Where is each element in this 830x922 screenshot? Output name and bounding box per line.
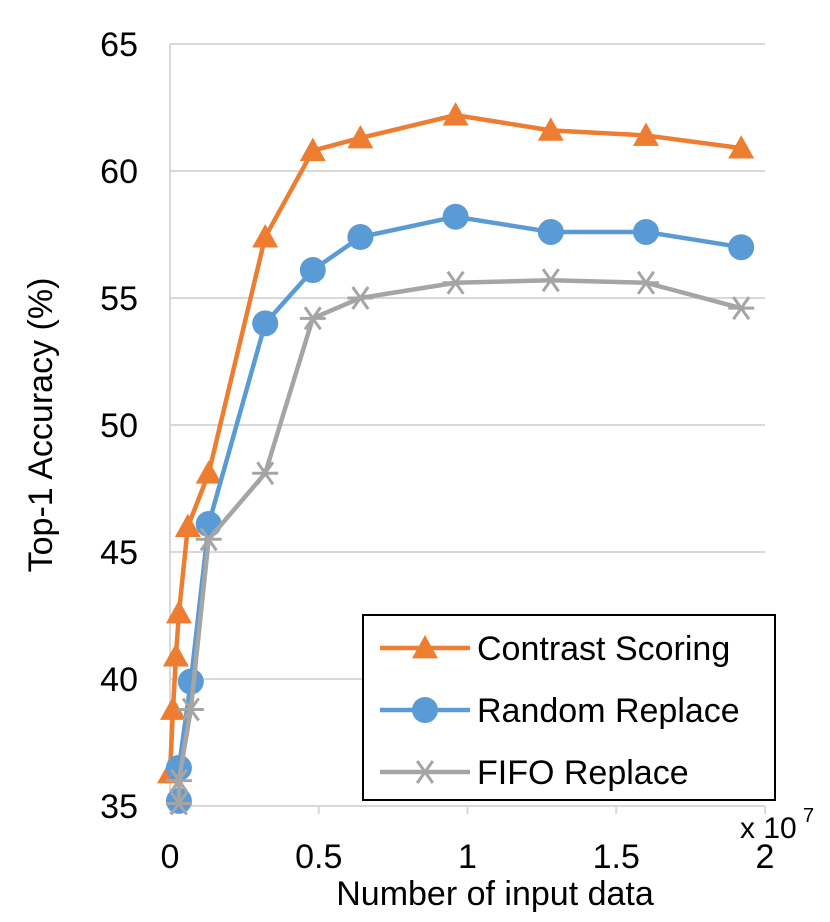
data-point — [442, 203, 469, 230]
data-point — [252, 310, 279, 337]
data-point — [728, 135, 755, 159]
y-axis-title: Top-1 Accuracy (%) — [22, 278, 60, 573]
data-point — [537, 117, 564, 141]
data-point — [162, 643, 189, 667]
data-point — [633, 270, 659, 295]
data-point — [633, 122, 659, 146]
legend-item: Random Replace — [380, 692, 740, 730]
data-point — [537, 268, 564, 293]
x-axis-multiplier-exponent: 7 — [803, 805, 814, 827]
legend-label: FIFO Replace — [477, 754, 689, 792]
x-axis-multiplier-base: x 10 — [740, 812, 797, 845]
data-point — [728, 296, 755, 321]
y-tick-label: 65 — [100, 26, 138, 64]
data-point — [442, 270, 469, 295]
data-point — [299, 306, 326, 331]
data-point — [299, 137, 326, 162]
legend-swatch-marker — [412, 760, 438, 784]
data-point — [165, 599, 192, 624]
data-point — [537, 218, 564, 245]
legend-item: FIFO Replace — [380, 754, 689, 792]
x-axis-multiplier: x 10 7 — [740, 805, 814, 845]
data-point — [174, 513, 201, 537]
data-point — [347, 286, 374, 310]
x-tick-label: 0 — [161, 838, 180, 876]
legend: Contrast Scoring Random Replace FIFO Repla… — [362, 614, 776, 801]
series-contrast-scoring — [157, 102, 755, 784]
data-point — [195, 511, 222, 538]
data-point — [442, 102, 469, 126]
data-point — [299, 257, 326, 284]
x-axis-title: Number of input data — [336, 875, 654, 913]
legend-swatch-marker — [412, 635, 438, 659]
data-point — [728, 234, 755, 261]
y-tick-label: 45 — [100, 534, 138, 572]
legend-label: Contrast Scoring — [477, 630, 730, 668]
data-point — [195, 460, 222, 484]
data-point — [633, 218, 659, 245]
data-point — [159, 696, 186, 720]
data-point — [177, 697, 204, 722]
legend-swatch-marker — [412, 697, 438, 723]
data-point — [347, 224, 374, 251]
plot-series — [157, 102, 755, 816]
legend-item: Contrast Scoring — [380, 630, 730, 668]
data-point — [165, 768, 192, 793]
data-point — [252, 224, 279, 248]
y-tick-label: 55 — [100, 280, 138, 318]
data-point — [177, 668, 204, 695]
y-tick-label: 35 — [100, 788, 138, 826]
data-point — [165, 791, 192, 816]
series-fifo-replace — [165, 268, 755, 816]
tick-labels: 35 40 45 50 55 60 65 0 0.5 1 1.5 2 — [100, 26, 774, 876]
axes — [169, 44, 766, 814]
y-tick-label: 50 — [100, 407, 138, 445]
legend-label: Random Replace — [477, 692, 740, 730]
data-point — [347, 124, 374, 149]
x-tick-label: 2 — [756, 838, 775, 876]
x-tick-label: 1.5 — [593, 838, 640, 876]
y-tick-label: 40 — [100, 661, 138, 699]
data-point — [252, 461, 279, 486]
data-point — [195, 527, 222, 552]
x-tick-label: 0.5 — [295, 838, 342, 876]
x-tick-label: 1 — [458, 838, 477, 876]
y-tick-label: 60 — [100, 153, 138, 191]
